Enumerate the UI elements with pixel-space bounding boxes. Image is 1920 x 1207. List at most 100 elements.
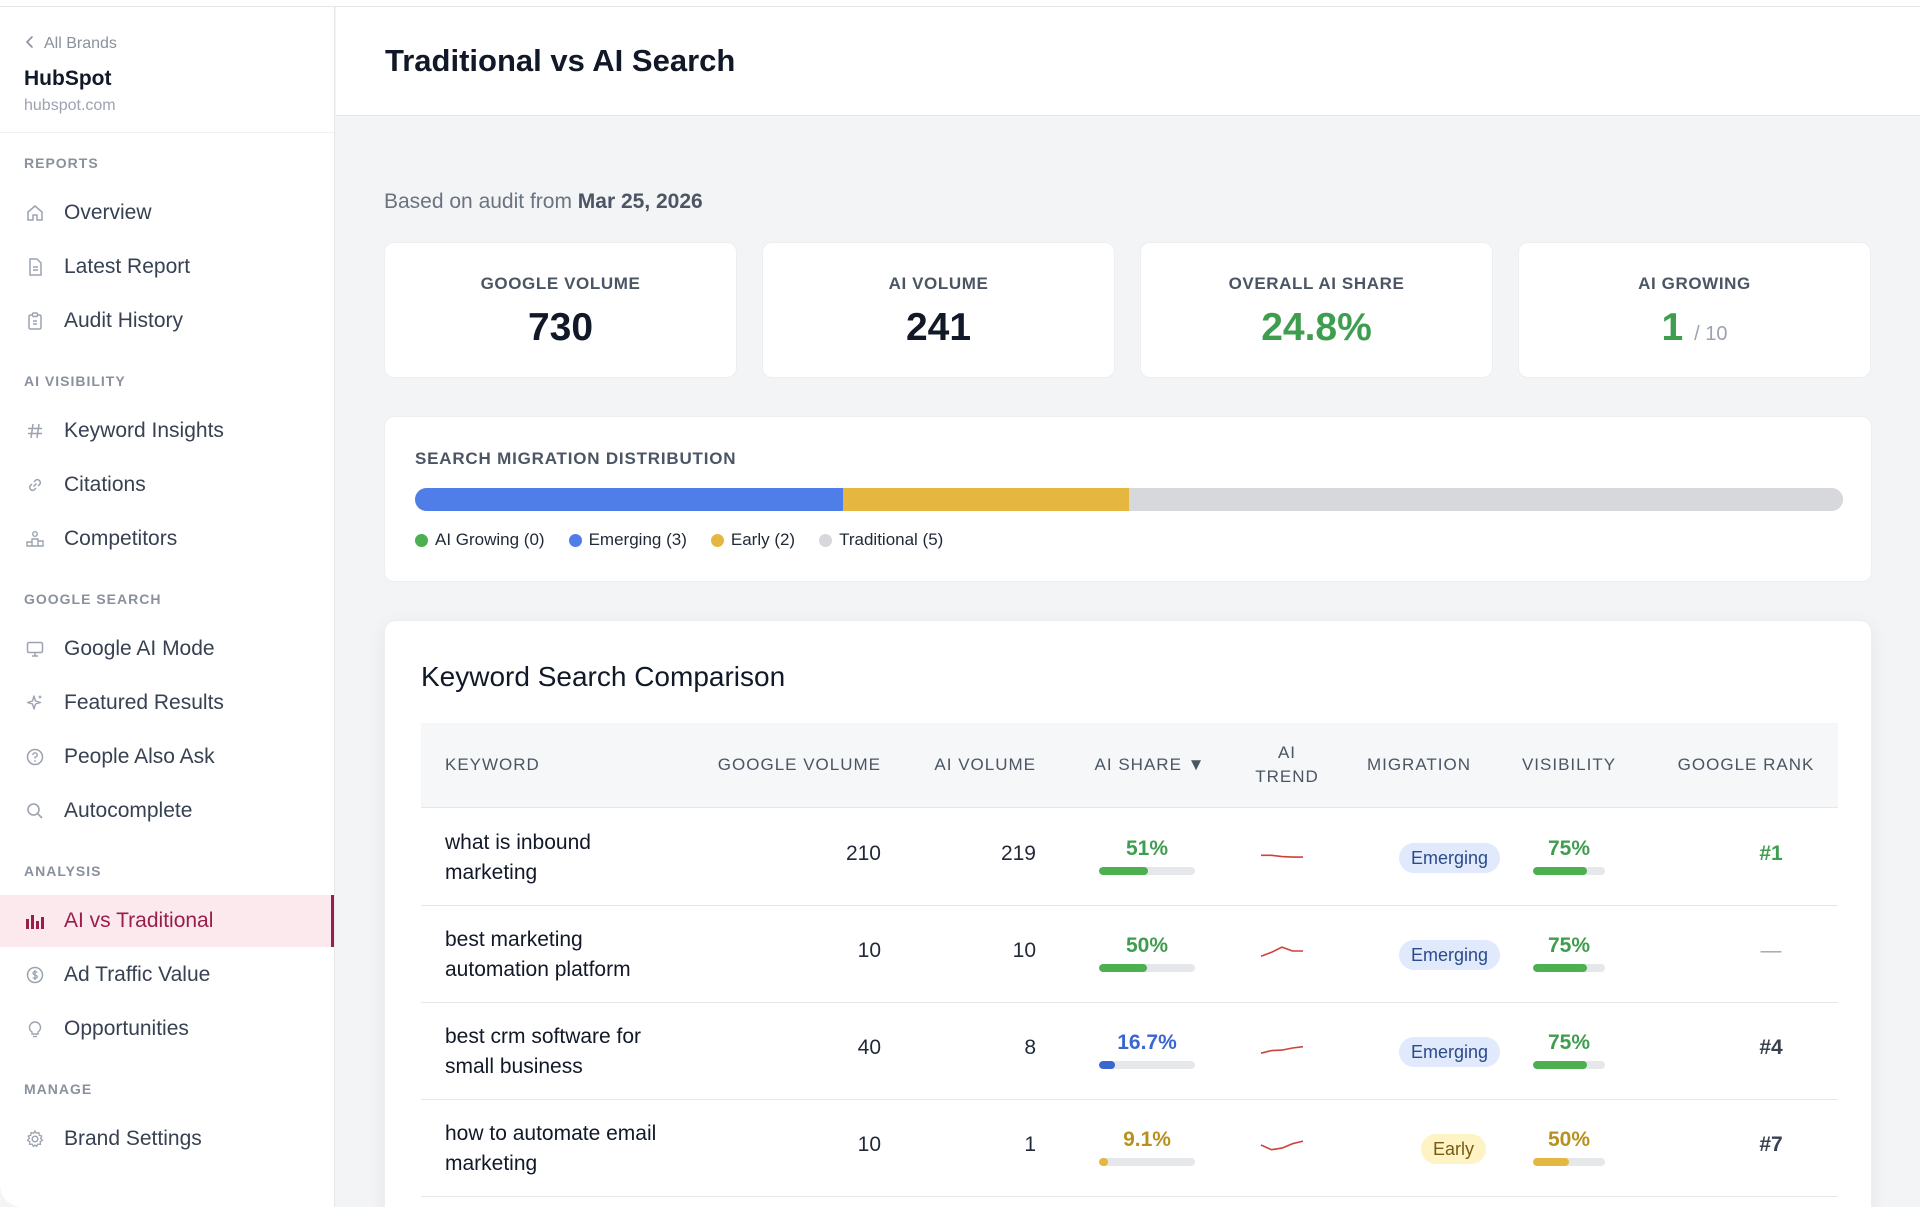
table-row[interactable]: best crm software for small business 40 8 16… [421,1003,1838,1100]
all-brands-label: All Brands [44,35,117,52]
legend-dot [568,533,582,547]
sidebar-item-overview[interactable]: Overview [0,187,334,239]
visibility-value: 75% [1547,1031,1591,1054]
ai-share-track [1099,964,1195,972]
th-ai-volume[interactable]: AI VOLUME [934,755,1036,774]
legend-label: Early (2) [730,530,796,549]
stat-card-ai-growing: AI GROWING 1 / 10 [1518,242,1871,378]
legend-dot [415,533,428,547]
section-reports: REPORTS [24,155,99,171]
legend-item: Emerging (3) [568,530,687,550]
link-icon [24,474,46,496]
sidebar-item-ad-traffic-value[interactable]: Ad Traffic Value [0,949,334,1001]
th-ai-share[interactable]: AI SHARE ▼ [1094,755,1206,774]
gear-icon [24,1128,46,1150]
ai-trend-sparkline [1261,854,1303,858]
brand-domain: hubspot.com [24,97,116,114]
sidebar-item-label: People Also Ask [64,745,215,768]
keyword-comparison-card: Keyword Search Comparison KEYWORD GOOGLE… [384,620,1872,1207]
sidebar-item-opportunities[interactable]: Opportunities [0,1003,334,1055]
sidebar-item-label: Overview [64,201,152,224]
th-visibility[interactable]: VISIBILITY [1521,755,1617,774]
stat-value: 24.8% [1261,306,1372,349]
bar-chart-icon [24,910,46,932]
brand-block: All Brands HubSpot hubspot.com [0,7,334,133]
google-rank-cell: — [1760,939,1782,962]
table-row[interactable]: what is inbound marketing 210 219 51% Emergin… [421,809,1838,906]
sidebar-item-audit-history[interactable]: Audit History [0,295,334,347]
table-row[interactable]: best marketing automation platform 10 10 50%… [421,906,1838,1003]
ai-share-cell: 50% [1099,934,1195,972]
visibility-value: 75% [1547,934,1591,957]
nav: REPORTS Overview Latest Report Audit His… [0,155,334,1165]
sidebar-item-label: Citations [64,473,146,496]
table-row[interactable]: how to automate email marketing 10 1 9.1% Ear… [421,1100,1838,1197]
ai-trend-sparkline [1260,1140,1304,1151]
legend-label: AI Growing (0) [435,530,545,549]
ai-share-track [1099,1061,1195,1069]
sparkline-path [1260,1045,1304,1054]
keyword-line: what is inbound [445,831,591,854]
stat-label: AI GROWING [1638,274,1751,293]
visibility-cell: 75% [1533,837,1605,875]
th-google-rank[interactable]: GOOGLE RANK [1677,755,1815,774]
sidebar-item-latest-report[interactable]: Latest Report [0,241,334,293]
section-ai-visibility: AI VISIBILITY [24,373,126,389]
sidebar-item-ai-vs-traditional[interactable]: AI vs Traditional [0,895,334,947]
sidebar-item-autocomplete[interactable]: Autocomplete [0,785,334,837]
ai-share-fill [1099,1061,1116,1069]
audit-prefix: Based on audit from [384,190,572,213]
visibility-fill [1533,964,1587,972]
sidebar-item-keyword-insights[interactable]: Keyword Insights [0,405,334,457]
top-edge [0,0,1920,7]
page-header: Traditional vs AI Search [336,7,1920,116]
sidebar-item-label: Keyword Insights [64,419,224,442]
google-rank-cell: #1 [1759,842,1783,865]
sidebar-item-label: AI vs Traditional [64,909,214,932]
ai-share-track [1099,867,1195,875]
sidebar-item-label: Competitors [64,527,178,550]
ai-growing-count: 1 [1661,306,1684,349]
ai-share-cell: 9.1% [1099,1128,1195,1166]
keyword-cell: how to automate email marketing [445,1119,685,1179]
ai-share-fill [1099,964,1147,972]
migration-badge: Early [1421,1134,1487,1164]
ai-share-track [1099,1158,1195,1166]
sidebar-item-label: Featured Results [64,691,224,714]
legend-item: AI Growing (0) [415,530,545,550]
legend-label: Traditional (5) [839,530,944,549]
table-header: KEYWORD GOOGLE VOLUME AI VOLUME AI SHARE… [421,723,1838,808]
sidebar-item-citations[interactable]: Citations [0,459,334,511]
sidebar-item-competitors[interactable]: Competitors [0,513,334,565]
page-title: Traditional vs AI Search [385,43,736,78]
google-volume-cell: 10 [857,939,881,962]
google-rank-cell: #4 [1759,1036,1783,1059]
google-volume-cell: 40 [857,1036,881,1059]
sidebar-item-featured-results[interactable]: Featured Results [0,677,334,729]
visibility-track [1533,1158,1605,1166]
th-migration[interactable]: MIGRATION [1366,755,1472,774]
all-brands-link[interactable]: All Brands [24,33,310,55]
th-ai-trend[interactable]: AI TREND [1247,741,1327,789]
sidebar-item-brand-settings[interactable]: Brand Settings [0,1113,334,1165]
th-keyword[interactable]: KEYWORD [445,755,540,774]
th-ai-trend-line1: AI [1277,743,1297,762]
visibility-cell: 50% [1533,1128,1605,1166]
sparkline-path [1261,854,1303,858]
sidebar-item-people-also-ask[interactable]: People Also Ask [0,731,334,783]
sidebar: All Brands HubSpot hubspot.com REPORTS O… [0,7,335,1207]
visibility-cell: 75% [1533,1031,1605,1069]
legend-dot [819,533,833,547]
legend-item: Early (2) [710,530,796,550]
stat-card-overall-ai-share: OVERALL AI SHARE 24.8% [1140,242,1493,378]
ai-share-value: 50% [1125,934,1169,957]
podium-icon [24,528,46,550]
google-rank-cell: #7 [1759,1133,1783,1156]
th-google-volume[interactable]: GOOGLE VOLUME [717,755,881,774]
distribution-legend: AI Growing (0) Emerging (3) Early (2) Tradi… [415,530,943,550]
ai-share-cell: 51% [1099,837,1195,875]
sparkline-path [1260,1140,1304,1151]
migration-badge: Emerging [1399,843,1501,873]
sidebar-item-google-ai-mode[interactable]: Google AI Mode [0,623,334,675]
